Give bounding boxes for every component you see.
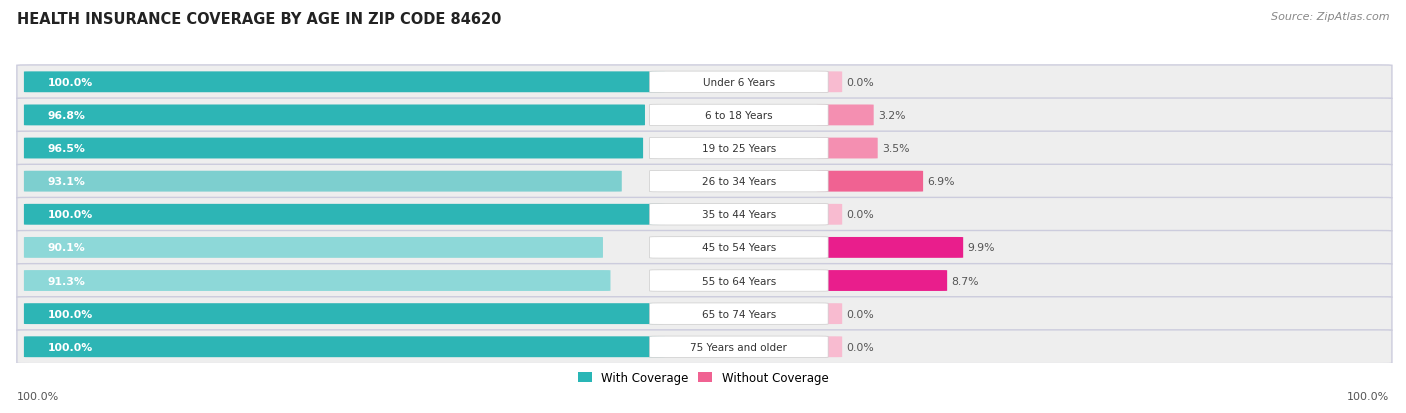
Text: Source: ZipAtlas.com: Source: ZipAtlas.com bbox=[1271, 12, 1389, 22]
FancyBboxPatch shape bbox=[17, 198, 1392, 232]
FancyBboxPatch shape bbox=[817, 72, 842, 93]
Legend: With Coverage, Without Coverage: With Coverage, Without Coverage bbox=[578, 371, 828, 384]
FancyBboxPatch shape bbox=[817, 304, 842, 324]
Text: 100.0%: 100.0% bbox=[48, 309, 93, 319]
Text: 75 Years and older: 75 Years and older bbox=[690, 342, 787, 352]
Text: HEALTH INSURANCE COVERAGE BY AGE IN ZIP CODE 84620: HEALTH INSURANCE COVERAGE BY AGE IN ZIP … bbox=[17, 12, 502, 27]
FancyBboxPatch shape bbox=[650, 72, 828, 93]
Text: 6 to 18 Years: 6 to 18 Years bbox=[704, 111, 773, 121]
FancyBboxPatch shape bbox=[650, 204, 828, 225]
FancyBboxPatch shape bbox=[817, 271, 948, 291]
Text: 100.0%: 100.0% bbox=[48, 210, 93, 220]
FancyBboxPatch shape bbox=[650, 336, 828, 358]
Text: 0.0%: 0.0% bbox=[846, 210, 875, 220]
Text: 0.0%: 0.0% bbox=[846, 78, 875, 88]
FancyBboxPatch shape bbox=[24, 204, 665, 225]
Text: 35 to 44 Years: 35 to 44 Years bbox=[702, 210, 776, 220]
FancyBboxPatch shape bbox=[17, 297, 1392, 331]
FancyBboxPatch shape bbox=[17, 99, 1392, 133]
FancyBboxPatch shape bbox=[17, 165, 1392, 199]
Text: 65 to 74 Years: 65 to 74 Years bbox=[702, 309, 776, 319]
FancyBboxPatch shape bbox=[650, 105, 828, 126]
FancyBboxPatch shape bbox=[650, 270, 828, 292]
Text: 90.1%: 90.1% bbox=[48, 243, 86, 253]
Text: 93.1%: 93.1% bbox=[48, 177, 86, 187]
FancyBboxPatch shape bbox=[650, 138, 828, 159]
FancyBboxPatch shape bbox=[24, 171, 621, 192]
FancyBboxPatch shape bbox=[817, 237, 963, 258]
FancyBboxPatch shape bbox=[817, 171, 924, 192]
FancyBboxPatch shape bbox=[24, 138, 643, 159]
FancyBboxPatch shape bbox=[17, 66, 1392, 100]
Text: 100.0%: 100.0% bbox=[1347, 391, 1389, 401]
Text: 100.0%: 100.0% bbox=[17, 391, 59, 401]
FancyBboxPatch shape bbox=[17, 132, 1392, 166]
Text: 91.3%: 91.3% bbox=[48, 276, 86, 286]
Text: Under 6 Years: Under 6 Years bbox=[703, 78, 775, 88]
Text: 26 to 34 Years: 26 to 34 Years bbox=[702, 177, 776, 187]
FancyBboxPatch shape bbox=[650, 237, 828, 259]
Text: 8.7%: 8.7% bbox=[952, 276, 979, 286]
FancyBboxPatch shape bbox=[24, 72, 665, 93]
Text: 6.9%: 6.9% bbox=[928, 177, 955, 187]
FancyBboxPatch shape bbox=[17, 330, 1392, 364]
Text: 96.8%: 96.8% bbox=[48, 111, 86, 121]
FancyBboxPatch shape bbox=[24, 304, 665, 324]
FancyBboxPatch shape bbox=[650, 171, 828, 192]
FancyBboxPatch shape bbox=[24, 237, 603, 258]
FancyBboxPatch shape bbox=[817, 337, 842, 357]
Text: 96.5%: 96.5% bbox=[48, 144, 86, 154]
Text: 100.0%: 100.0% bbox=[48, 342, 93, 352]
FancyBboxPatch shape bbox=[817, 105, 873, 126]
Text: 100.0%: 100.0% bbox=[48, 78, 93, 88]
Text: 0.0%: 0.0% bbox=[846, 309, 875, 319]
Text: 0.0%: 0.0% bbox=[846, 342, 875, 352]
Text: 3.5%: 3.5% bbox=[882, 144, 910, 154]
FancyBboxPatch shape bbox=[24, 337, 665, 357]
Text: 55 to 64 Years: 55 to 64 Years bbox=[702, 276, 776, 286]
FancyBboxPatch shape bbox=[24, 271, 610, 291]
FancyBboxPatch shape bbox=[817, 204, 842, 225]
FancyBboxPatch shape bbox=[24, 105, 645, 126]
FancyBboxPatch shape bbox=[650, 303, 828, 325]
FancyBboxPatch shape bbox=[817, 138, 877, 159]
Text: 19 to 25 Years: 19 to 25 Years bbox=[702, 144, 776, 154]
Text: 45 to 54 Years: 45 to 54 Years bbox=[702, 243, 776, 253]
Text: 3.2%: 3.2% bbox=[877, 111, 905, 121]
FancyBboxPatch shape bbox=[17, 264, 1392, 298]
FancyBboxPatch shape bbox=[17, 231, 1392, 265]
Text: 9.9%: 9.9% bbox=[967, 243, 995, 253]
